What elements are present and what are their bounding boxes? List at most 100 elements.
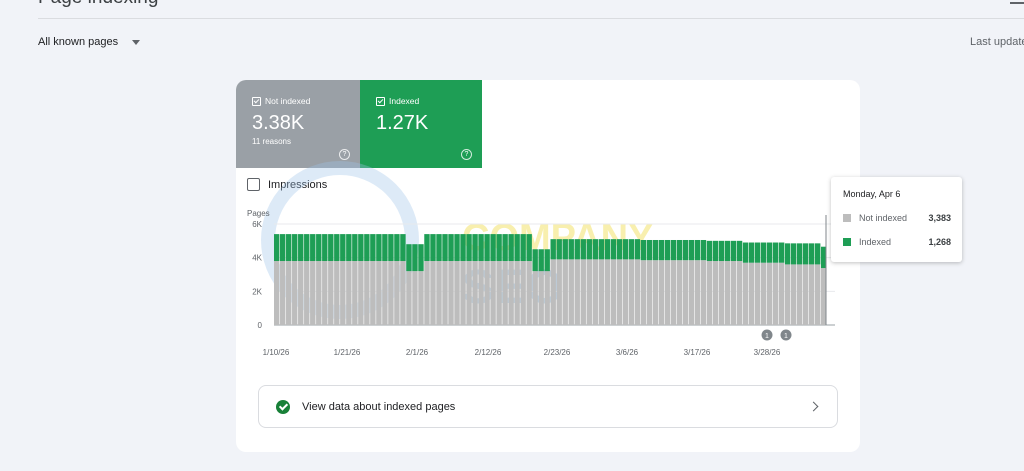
bar-indexed (574, 239, 580, 260)
bar-indexed (688, 239, 695, 261)
bar-indexed (316, 234, 322, 262)
bar-indexed (694, 239, 701, 261)
bar-not-indexed (592, 259, 598, 325)
bar-not-indexed (322, 261, 328, 325)
bar-indexed (454, 234, 460, 262)
help-icon[interactable]: ? (339, 149, 350, 160)
bar-indexed (394, 234, 400, 262)
bar-not-indexed (562, 259, 568, 325)
not-indexed-count: 3.38K (252, 112, 305, 134)
bar-indexed (724, 240, 731, 262)
bar-indexed (610, 239, 617, 260)
bar-indexed (460, 234, 466, 262)
bar-not-indexed (274, 261, 280, 325)
bar-indexed (274, 234, 280, 262)
bar-indexed (406, 244, 412, 272)
tooltip-label: Indexed (859, 237, 892, 247)
bar-indexed (346, 234, 352, 262)
tooltip-label: Not indexed (859, 213, 908, 223)
bar-indexed (592, 239, 598, 260)
indexed-tile[interactable]: Indexed 1.27K ? (360, 80, 482, 168)
checkbox-unchecked-icon[interactable] (247, 178, 260, 191)
bar-not-indexed (616, 259, 623, 325)
not-indexed-tile[interactable]: Not indexed 3.38K 11 reasons ? (236, 80, 360, 168)
bar-not-indexed (580, 259, 586, 325)
bar-not-indexed (286, 261, 292, 325)
bar-indexed (802, 243, 809, 265)
legend-swatch (843, 214, 851, 222)
bar-not-indexed (718, 261, 725, 325)
annotation-marker (761, 329, 773, 341)
bar-not-indexed (382, 261, 388, 325)
bar-not-indexed (754, 262, 761, 325)
annotation-marker (780, 329, 792, 341)
bar-not-indexed (820, 268, 827, 325)
bar-indexed (298, 234, 304, 262)
bar-indexed (580, 239, 586, 260)
bar-indexed (550, 239, 556, 260)
bar-indexed (586, 239, 592, 260)
bar-indexed (568, 239, 574, 260)
pages-filter-dropdown[interactable]: All known pages (38, 36, 141, 48)
bar-indexed (502, 234, 508, 262)
bar-not-indexed (772, 262, 779, 325)
bar-indexed (442, 234, 448, 262)
bar-not-indexed (376, 261, 382, 325)
bar-not-indexed (484, 261, 490, 325)
bar-not-indexed (352, 261, 358, 325)
impressions-toggle[interactable]: Impressions (247, 178, 327, 191)
bar-not-indexed (742, 262, 749, 325)
bar-indexed (676, 239, 683, 261)
bar-not-indexed (784, 264, 791, 325)
bar-indexed (760, 242, 767, 263)
checkbox-checked-icon[interactable] (376, 96, 385, 106)
bar-indexed (784, 243, 791, 265)
bar-not-indexed (292, 261, 298, 325)
bar-not-indexed (478, 261, 484, 325)
bar-not-indexed (640, 260, 647, 325)
bar-indexed (466, 234, 472, 262)
bar-not-indexed (280, 261, 286, 325)
bar-indexed (400, 234, 406, 262)
bar-not-indexed (778, 262, 785, 325)
bar-not-indexed (340, 261, 346, 325)
bar-not-indexed (538, 271, 544, 325)
x-tick-label: 1/21/26 (334, 348, 361, 357)
checkbox-checked-icon[interactable] (252, 96, 261, 106)
bar-indexed (640, 239, 647, 261)
bar-indexed (730, 240, 737, 262)
help-icon[interactable]: ? (461, 149, 472, 160)
bar-indexed (658, 239, 665, 261)
bar-not-indexed (766, 262, 773, 325)
impressions-label: Impressions (268, 178, 328, 191)
page-title: Page indexing (38, 0, 158, 9)
bar-indexed (736, 240, 743, 262)
bar-not-indexed (550, 259, 556, 325)
bar-indexed (742, 242, 749, 263)
bar-indexed (628, 239, 635, 260)
check-circle-icon (276, 399, 290, 414)
bar-indexed (436, 234, 442, 262)
bar-indexed (496, 234, 502, 262)
bar-indexed (748, 242, 755, 263)
tooltip-value: 3,383 (928, 213, 951, 223)
view-indexed-pages-link[interactable]: View data about indexed pages (258, 385, 838, 428)
bar-indexed (520, 234, 526, 262)
bar-indexed (754, 242, 761, 263)
chevron-right-icon (808, 401, 819, 412)
bar-indexed (820, 246, 827, 269)
bar-not-indexed (694, 260, 701, 325)
bar-indexed (562, 239, 568, 260)
annotation-label: 1 (784, 333, 788, 340)
bar-indexed (448, 234, 454, 262)
bar-not-indexed (688, 260, 695, 325)
bar-not-indexed (466, 261, 472, 325)
bar-indexed (418, 244, 424, 272)
bar-not-indexed (358, 261, 364, 325)
bar-indexed (430, 234, 436, 262)
bar-not-indexed (436, 261, 442, 325)
bar-not-indexed (502, 261, 508, 325)
menu-icon[interactable] (1010, 0, 1024, 4)
bar-indexed (526, 234, 532, 262)
x-tick-label: 3/28/26 (754, 348, 781, 357)
